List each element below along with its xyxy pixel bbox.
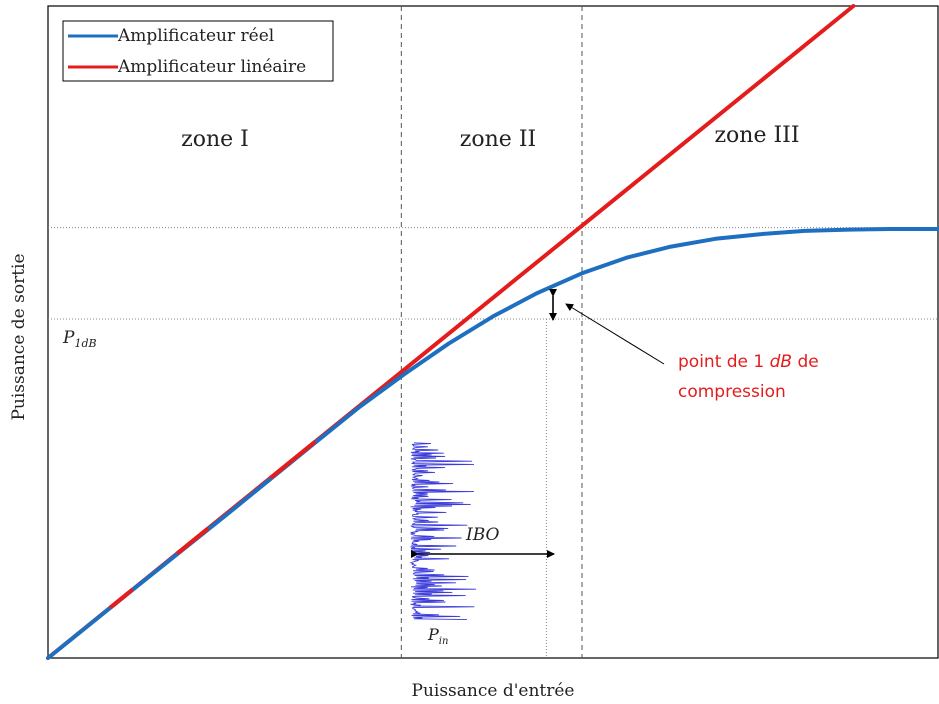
reference-lines bbox=[48, 6, 938, 658]
x-axis-label: Puissance d'entrée bbox=[412, 681, 575, 701]
legend: Amplificateur réel Amplificateur linéair… bbox=[62, 20, 334, 82]
plot-frame bbox=[47, 5, 939, 659]
linear-overlay-segment-3 bbox=[269, 440, 317, 480]
input-signal-path bbox=[409, 442, 477, 621]
legend-label-linear: Amplificateur linéaire bbox=[117, 57, 306, 77]
compression-pointer bbox=[565, 303, 665, 365]
linear-overlay-segment-2 bbox=[175, 526, 210, 556]
compression-label-line2: compression bbox=[678, 382, 786, 402]
y-axis-label: Puissance de sortie bbox=[9, 253, 29, 420]
legend-label-real: Amplificateur réel bbox=[117, 26, 274, 46]
zone-1-label: zone I bbox=[181, 127, 249, 152]
pin-label: Pin bbox=[427, 625, 448, 647]
zone-2-label: zone II bbox=[460, 127, 536, 152]
p1db-label: P1dB bbox=[62, 328, 97, 350]
zone-3-label: zone III bbox=[714, 123, 799, 148]
series-real-amplifier-line bbox=[46, 227, 939, 660]
ibo-label: IBO bbox=[465, 525, 500, 545]
linear-overlay-segment-1 bbox=[109, 588, 134, 610]
series-group bbox=[46, 4, 939, 660]
legend-box bbox=[62, 20, 334, 82]
compression-label-line1: point de 1 dB de bbox=[678, 352, 819, 372]
input-signal-trace bbox=[409, 442, 477, 621]
